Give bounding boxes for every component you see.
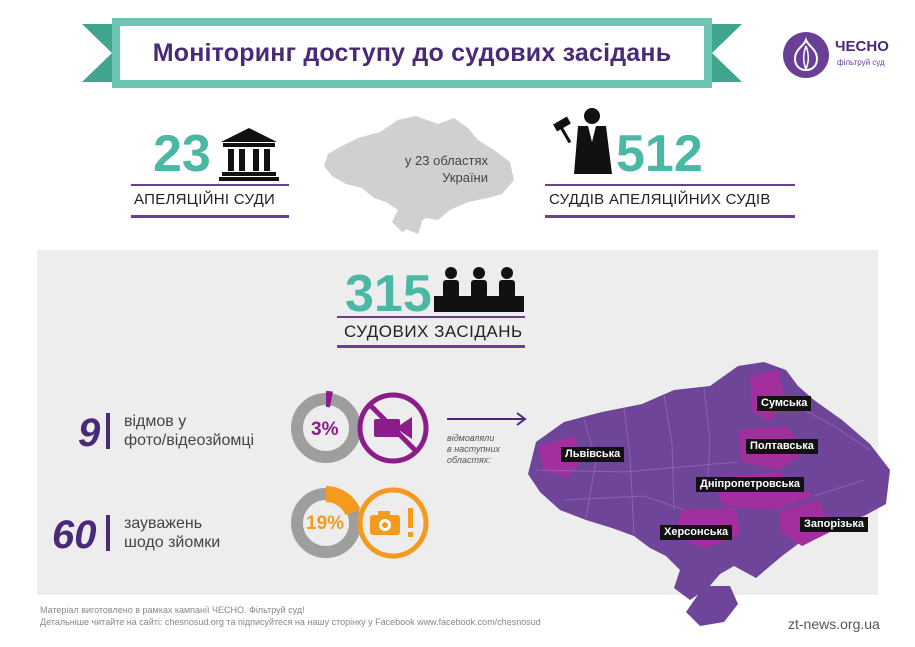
appeal-courts-number: 23	[153, 125, 211, 183]
refusals-donut-segment	[325, 391, 333, 408]
footer-note: Матеріал виготовлено в рамках кампанії Ч…	[40, 604, 541, 628]
regions-caption-line1: у 23 областях	[404, 153, 488, 168]
divider	[131, 184, 289, 186]
region-label-poltavska: Полтавська	[746, 439, 818, 454]
ukraine-regions-map	[528, 362, 890, 626]
judges-panel-icon	[434, 267, 524, 312]
remarks-percent: 19%	[306, 513, 345, 534]
region-label-sumska: Сумська	[757, 396, 812, 411]
appeal-courts-label: АПЕЛЯЦІЙНІ СУДИ	[134, 191, 276, 208]
divider	[337, 345, 525, 348]
courthouse-icon	[219, 128, 279, 181]
hearings-label: СУДОВИХ ЗАСІДАНЬ	[344, 322, 523, 341]
region-label-lvivska: Львівська	[561, 447, 625, 462]
title-banner: Моніторинг доступу до судових засідань	[82, 14, 742, 92]
footer-line1: Матеріал виготовлено в рамках кампанії Ч…	[40, 605, 305, 615]
regions-caption: у 23 областях України	[358, 152, 488, 186]
refused-note-line2: в наступних	[447, 444, 500, 454]
region-label-khersonska: Херсонська	[660, 525, 733, 540]
judges-label: СУДДІВ АПЕЛЯЦІЙНИХ СУДІВ	[549, 191, 771, 208]
hearings-number: 315	[345, 265, 432, 323]
logo-subtitle: фільтруй суд	[837, 58, 885, 67]
banner-ribbon	[82, 18, 742, 88]
refusals-donut	[291, 391, 361, 463]
chesno-logo: ЧЕСНО фільтруй суд	[783, 32, 893, 82]
refusals-text: відмов у фото/відеозйомці	[124, 412, 254, 450]
region-label-zaporizka: Запорізька	[800, 517, 869, 532]
judge-icon	[553, 108, 612, 174]
remarks-donut-segment	[325, 486, 361, 516]
divider	[106, 413, 110, 449]
logo-name: ЧЕСНО	[835, 38, 889, 55]
refused-note-line3: областях:	[447, 455, 491, 465]
divider	[545, 215, 795, 218]
remarks-text-line2: шодо зйомки	[124, 534, 221, 551]
ukraine-map-grey	[324, 116, 514, 234]
remarks-number: 60	[52, 513, 97, 557]
refused-note-line1: відмовляли	[447, 433, 495, 443]
divider	[545, 184, 795, 186]
camera-alert-icon	[357, 487, 429, 559]
no-video-icon	[357, 392, 429, 464]
footer-line2: Детальніше читайте на сайті: chesnosud.o…	[40, 617, 541, 627]
arrow-right-icon	[447, 412, 527, 426]
divider	[337, 316, 525, 318]
divider	[106, 515, 110, 551]
refused-note: відмовляли в наступних областях:	[447, 433, 527, 466]
region-label-dnipropetrovska: Дніпропетровська	[696, 477, 805, 492]
regions-caption-line2: України	[442, 170, 488, 185]
remarks-text: зауважень шодо зйомки	[124, 514, 220, 552]
judges-number: 512	[616, 125, 703, 183]
source-watermark: zt-news.org.ua	[788, 616, 880, 632]
refusals-text-line1: відмов у	[124, 413, 187, 430]
remarks-text-line1: зауважень	[124, 515, 203, 532]
divider	[131, 215, 289, 218]
garlic-icon	[783, 32, 829, 78]
refusals-percent: 3%	[311, 419, 339, 440]
refusals-text-line2: фото/відеозйомці	[124, 432, 255, 449]
remarks-donut	[291, 486, 361, 558]
refusals-number: 9	[78, 411, 101, 455]
page-title: Моніторинг доступу до судових засідань	[152, 38, 672, 67]
